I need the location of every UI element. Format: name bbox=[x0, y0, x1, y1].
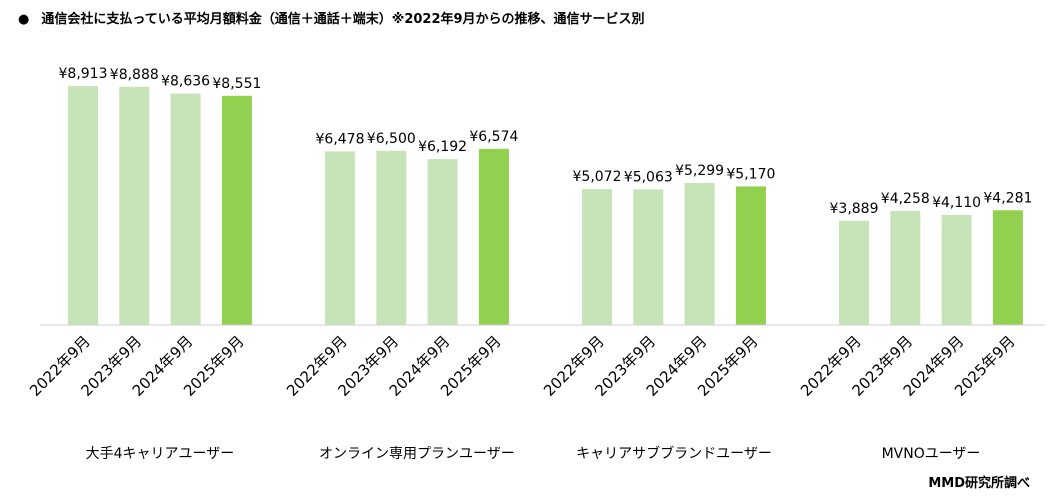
title-text: 通信会社に支払っている平均月額料金（通信＋通話＋端末）※2022年9月からの推移… bbox=[41, 12, 645, 27]
bar bbox=[684, 183, 715, 325]
bar bbox=[582, 189, 612, 325]
data-label: ¥8,551 bbox=[212, 76, 261, 92]
data-label: ¥8,636 bbox=[161, 74, 210, 90]
bar bbox=[633, 189, 664, 325]
data-label: ¥5,063 bbox=[624, 169, 673, 185]
chart-title: ● 通信会社に支払っている平均月額料金（通信＋通話＋端末）※2022年9月からの推… bbox=[18, 8, 645, 27]
bar bbox=[221, 95, 252, 325]
data-label: ¥3,889 bbox=[830, 201, 879, 217]
group-label: オンライン専用プランユーザー bbox=[319, 446, 515, 462]
data-label: ¥5,072 bbox=[573, 169, 622, 185]
data-label: ¥6,478 bbox=[316, 131, 365, 147]
bar bbox=[890, 210, 921, 325]
bar bbox=[941, 214, 972, 325]
group-label: 大手4キャリアユーザー bbox=[86, 446, 235, 462]
bar bbox=[325, 151, 355, 325]
bar bbox=[68, 86, 98, 325]
bar bbox=[119, 86, 150, 325]
group-label: MVNOユーザー bbox=[882, 446, 981, 462]
data-label: ¥6,500 bbox=[367, 131, 416, 147]
bar bbox=[839, 220, 869, 325]
title-bullet: ● bbox=[18, 12, 30, 27]
group-label: キャリアサブブランドユーザー bbox=[576, 445, 772, 462]
bar bbox=[735, 186, 766, 325]
data-label: ¥8,913 bbox=[59, 66, 108, 82]
bar bbox=[170, 93, 201, 325]
source-credit: MMD研究所調べ bbox=[928, 476, 1030, 491]
bar bbox=[478, 148, 509, 325]
data-label: ¥4,258 bbox=[881, 191, 930, 207]
bar bbox=[992, 210, 1023, 325]
data-label: ¥5,299 bbox=[675, 163, 724, 179]
data-label: ¥4,110 bbox=[932, 195, 981, 211]
data-label: ¥5,170 bbox=[726, 166, 775, 182]
data-label: ¥6,574 bbox=[469, 129, 518, 145]
bar bbox=[427, 159, 458, 325]
data-label: ¥6,192 bbox=[418, 139, 467, 155]
data-label: ¥8,888 bbox=[110, 67, 159, 83]
bar bbox=[376, 150, 407, 325]
data-label: ¥4,281 bbox=[983, 190, 1032, 206]
